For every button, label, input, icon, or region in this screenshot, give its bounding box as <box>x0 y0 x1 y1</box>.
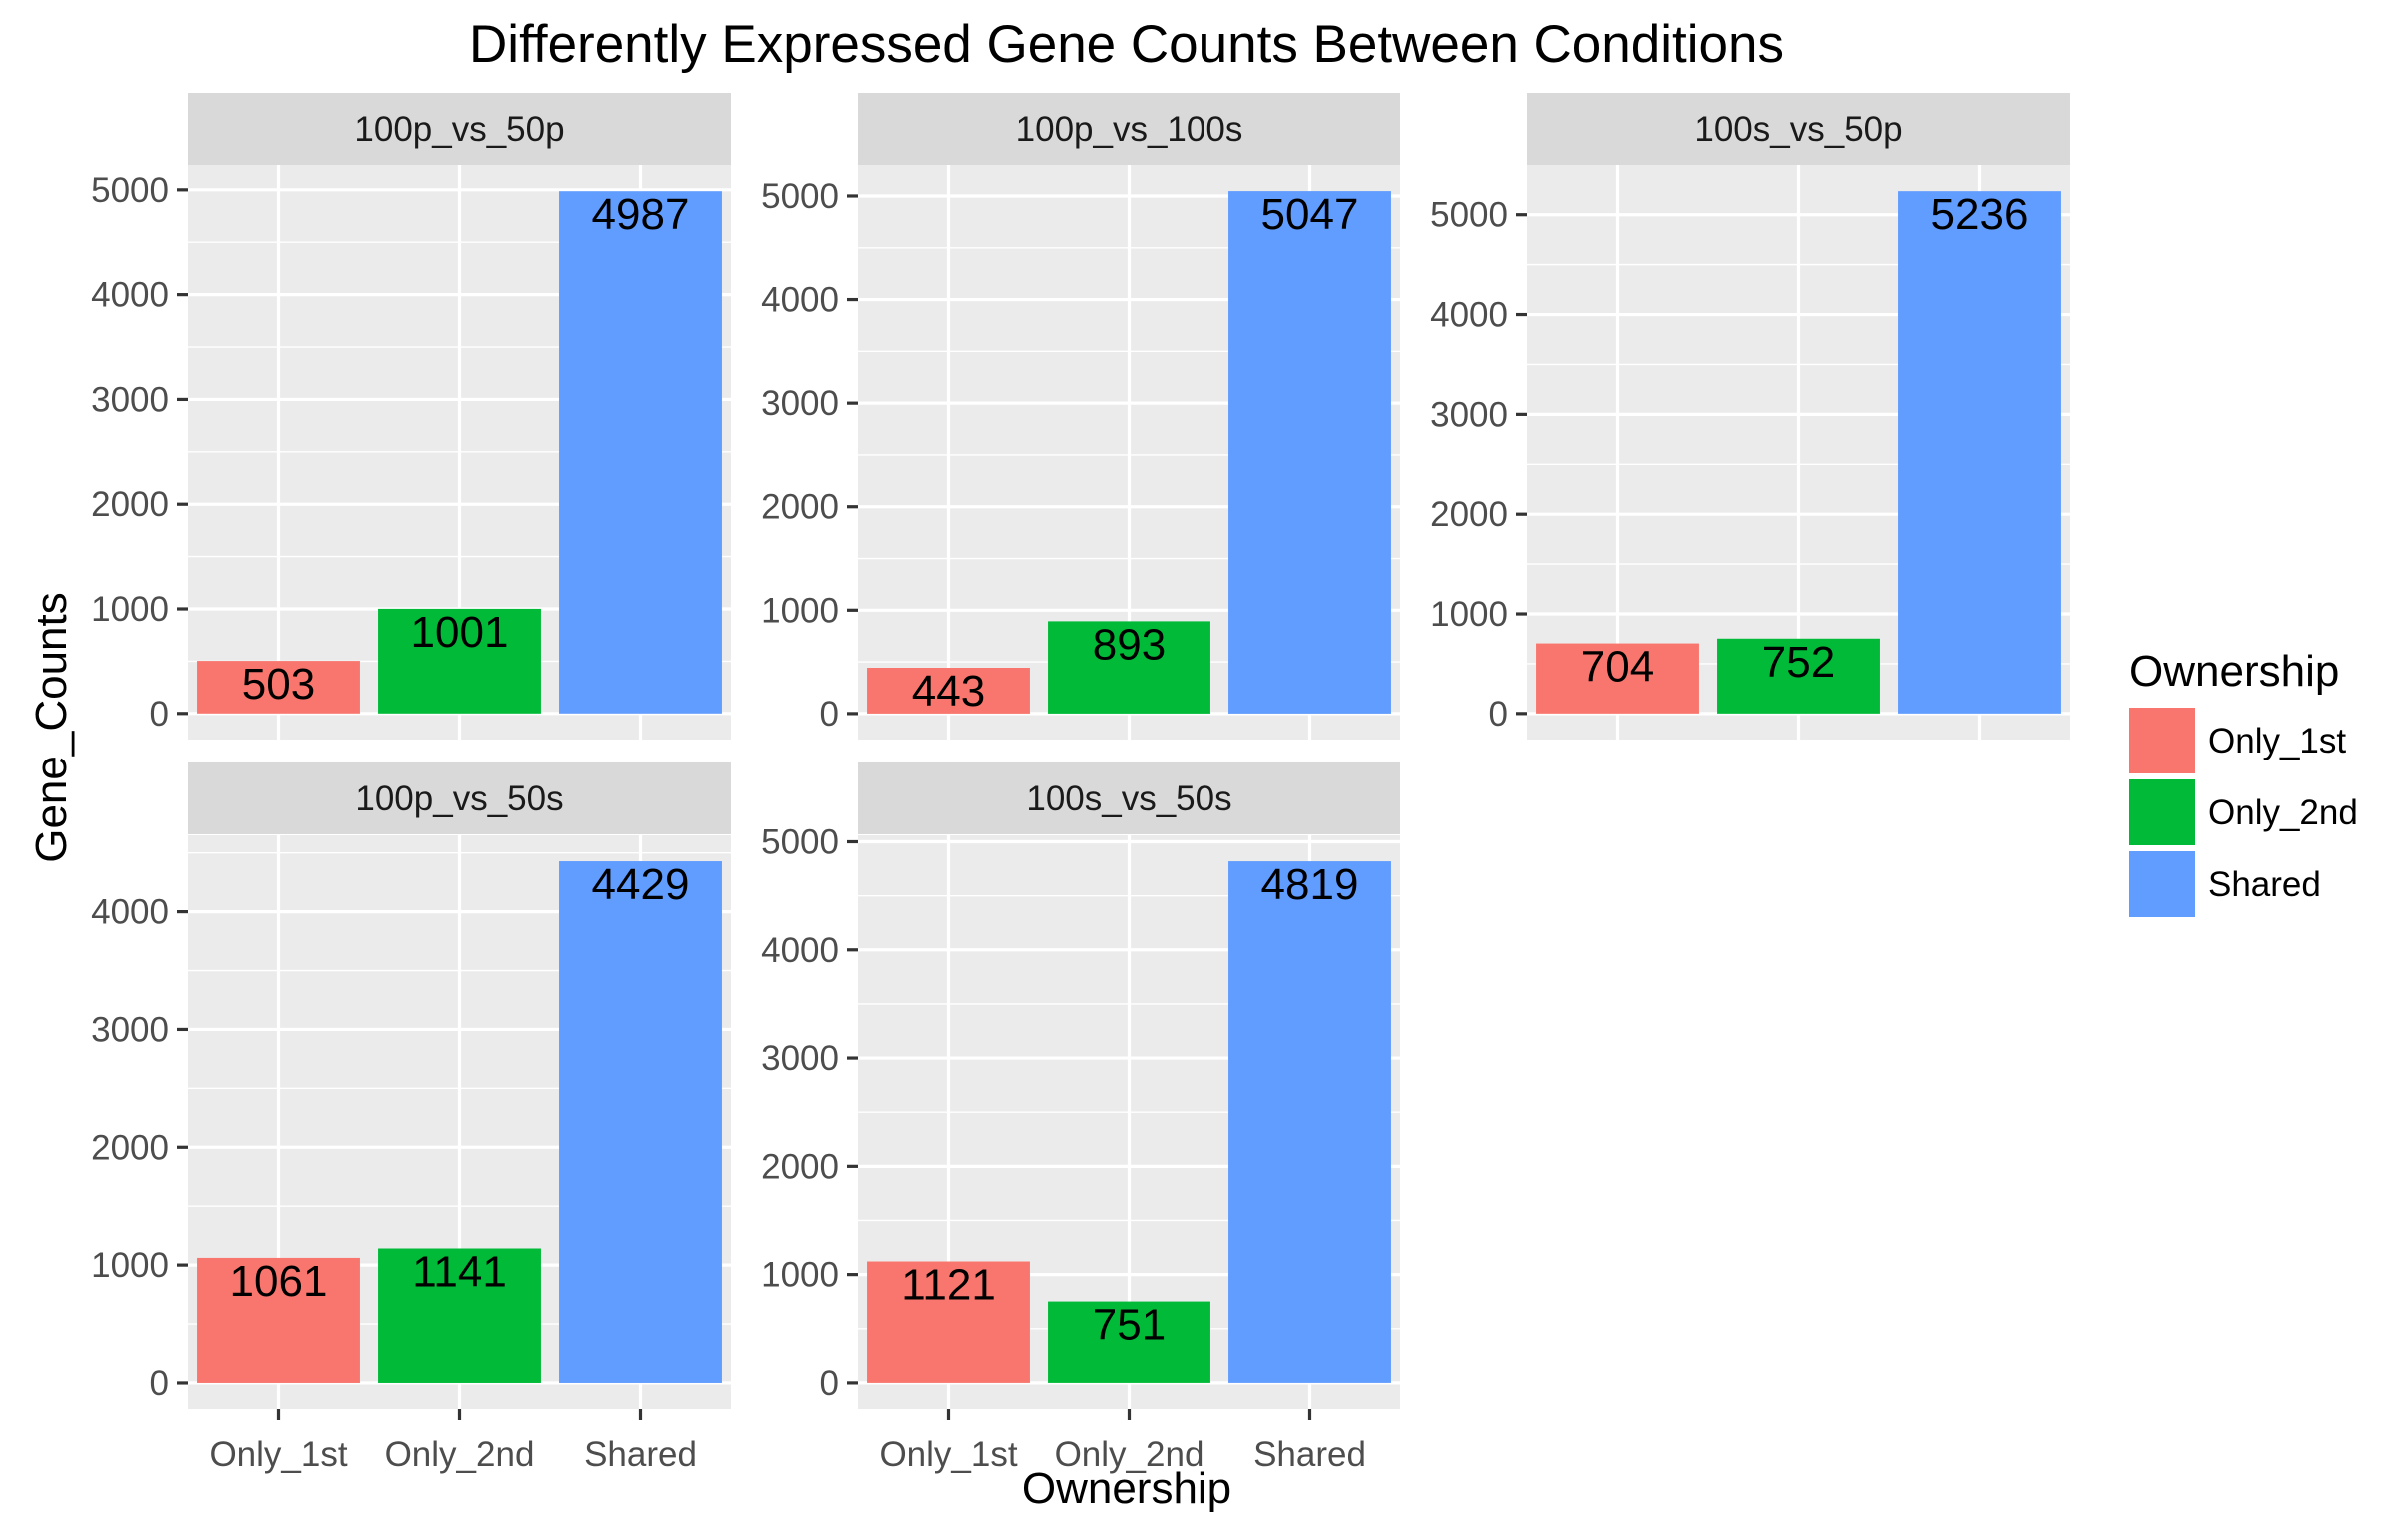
y-tick-label: 2000 <box>761 1147 839 1186</box>
legend-title: Ownership <box>2129 647 2339 696</box>
bar-value-label: 4987 <box>592 190 690 239</box>
bar-only-1st <box>197 1257 360 1383</box>
x-tick-label: Only_2nd <box>1055 1435 1204 1474</box>
bar-value-label: 1141 <box>412 1248 507 1297</box>
y-tick-label: 5000 <box>91 171 169 210</box>
y-tick-label: 3000 <box>91 380 169 419</box>
x-tick-label: Only_2nd <box>385 1435 535 1474</box>
facet-strip-label: 100p_vs_50p <box>354 110 564 149</box>
bar-only-2nd <box>378 1248 541 1383</box>
y-tick-label: 1000 <box>761 1256 839 1295</box>
y-tick-label: 0 <box>150 1364 169 1403</box>
bar-only-1st <box>867 668 1030 714</box>
y-tick-label: 2000 <box>761 488 839 527</box>
facet-strip-label: 100p_vs_100s <box>1016 110 1243 149</box>
facet-100s_vs_50s: 100s_vs_50s 0 1000 2000 3000 4000 5000 1121 751 4… <box>761 762 1400 1474</box>
y-tick-label: 0 <box>820 695 839 734</box>
bar-shared <box>1228 191 1391 714</box>
bar-value-label: 503 <box>242 660 315 709</box>
bar-value-label: 1121 <box>901 1261 996 1310</box>
facet-strip <box>858 93 1400 165</box>
bar-only-2nd <box>378 608 541 714</box>
bar-value-label: 704 <box>1581 643 1654 692</box>
bar-only-2nd <box>1717 638 1880 714</box>
y-tick-label: 1000 <box>91 1246 169 1285</box>
x-tick-label: Shared <box>1253 1435 1366 1474</box>
facet-strip-label: 100s_vs_50s <box>1026 779 1231 818</box>
bar-only-1st <box>197 661 360 714</box>
bar-only-1st <box>1536 643 1699 714</box>
x-tick-label: Only_1st <box>879 1435 1017 1474</box>
y-tick-label: 4000 <box>761 281 839 320</box>
bar-only-2nd <box>1048 621 1210 714</box>
facet-100p_vs_50s: 100p_vs_50s 0 1000 2000 3000 4000 1061 1141 4429… <box>91 762 731 1474</box>
y-tick-label: 0 <box>1489 695 1508 734</box>
facet-strip <box>858 762 1400 834</box>
bar-value-label: 443 <box>912 667 985 716</box>
legend-swatch <box>2129 851 2195 917</box>
facet-100s_vs_50p: 100s_vs_50p 0 1000 2000 3000 4000 5000 704 752 52… <box>1430 93 2070 740</box>
y-tick-label: 5000 <box>1430 196 1508 235</box>
legend-entries: Only_1st Only_2nd Shared <box>2129 708 2358 917</box>
bar-value-label: 752 <box>1762 638 1835 687</box>
facet-strip <box>1527 93 2070 165</box>
facet-panels: 100p_vs_50p 0 1000 2000 3000 4000 5000 503 1001 4… <box>91 93 2070 1474</box>
y-tick-label: 5000 <box>761 822 839 861</box>
chart-title: Differently Expressed Gene Counts Betwee… <box>469 15 1784 74</box>
y-tick-label: 4000 <box>761 931 839 970</box>
y-tick-label: 0 <box>150 695 169 734</box>
bar-shared <box>1898 191 2061 714</box>
legend: Ownership Only_1st Only_2nd Shared <box>2129 647 2358 917</box>
y-tick-label: 5000 <box>761 177 839 216</box>
y-tick-label: 4000 <box>91 276 169 315</box>
bar-shared <box>1228 861 1391 1383</box>
x-tick-label: Only_1st <box>209 1435 347 1474</box>
facet-strip-label: 100p_vs_50s <box>355 779 563 818</box>
bar-value-label: 1001 <box>411 608 509 657</box>
legend-swatch <box>2129 779 2195 845</box>
bar-value-label: 5236 <box>1931 190 2029 239</box>
x-tick-label: Shared <box>584 1435 697 1474</box>
legend-label: Only_1st <box>2208 722 2346 760</box>
bar-only-1st <box>867 1261 1030 1383</box>
y-tick-label: 0 <box>820 1364 839 1403</box>
y-tick-label: 1000 <box>1430 595 1508 634</box>
y-tick-label: 3000 <box>91 1010 169 1049</box>
y-tick-label: 1000 <box>761 591 839 630</box>
bar-value-label: 4819 <box>1261 860 1359 909</box>
y-tick-label: 2000 <box>1430 495 1508 534</box>
facet-100p_vs_50p: 100p_vs_50p 0 1000 2000 3000 4000 5000 503 1001 4… <box>91 93 731 740</box>
y-tick-label: 4000 <box>1430 296 1508 335</box>
facet-100p_vs_100s: 100p_vs_100s 0 1000 2000 3000 4000 5000 443 893 5… <box>761 93 1400 740</box>
legend-swatch <box>2129 708 2195 773</box>
y-tick-label: 3000 <box>761 384 839 423</box>
facet-strip <box>188 762 731 834</box>
facet-strip <box>188 93 731 165</box>
bar-value-label: 893 <box>1093 620 1166 669</box>
y-tick-label: 4000 <box>91 893 169 932</box>
y-tick-label: 3000 <box>761 1039 839 1078</box>
bar-shared <box>559 861 722 1383</box>
bar-value-label: 5047 <box>1261 190 1359 239</box>
bar-only-2nd <box>1048 1301 1210 1383</box>
legend-label: Shared <box>2208 865 2321 904</box>
y-tick-label: 1000 <box>91 590 169 629</box>
facet-strip-label: 100s_vs_50p <box>1694 110 1902 149</box>
y-tick-label: 2000 <box>91 485 169 524</box>
x-axis-title: Ownership <box>1022 1464 1231 1513</box>
bar-value-label: 751 <box>1093 1301 1166 1350</box>
y-axis-title: Gene_Counts <box>27 592 76 863</box>
bar-value-label: 4429 <box>592 860 690 909</box>
y-tick-label: 2000 <box>91 1128 169 1167</box>
bar-value-label: 1061 <box>230 1257 328 1306</box>
y-tick-label: 3000 <box>1430 395 1508 434</box>
bar-shared <box>559 191 722 714</box>
legend-label: Only_2nd <box>2208 793 2358 832</box>
